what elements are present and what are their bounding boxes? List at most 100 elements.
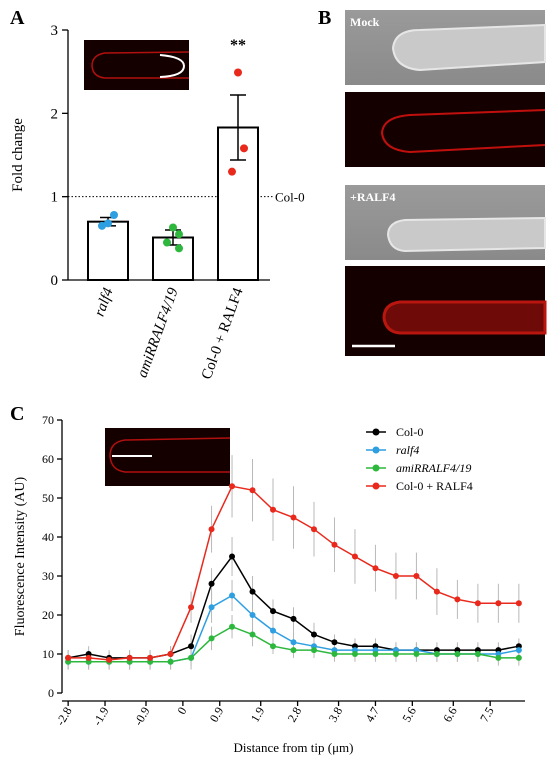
panel-b: Mock +RALF4 B bbox=[318, 7, 547, 356]
y-tick-label: 1 bbox=[51, 190, 59, 206]
legend-label: Col-0 + RALF4 bbox=[396, 479, 473, 493]
legend-marker bbox=[372, 482, 380, 490]
data-point bbox=[392, 651, 399, 657]
data-point bbox=[331, 639, 338, 646]
data-point bbox=[351, 651, 358, 657]
y-tick-label: 40 bbox=[42, 530, 54, 544]
x-tick-label: -1.9 bbox=[90, 705, 112, 728]
data-point bbox=[310, 631, 317, 638]
data-point bbox=[167, 658, 174, 665]
data-point bbox=[229, 553, 236, 560]
x-tick-label: 7.5 bbox=[477, 705, 497, 725]
legend-label: amiRRALF4/19 bbox=[396, 461, 471, 475]
x-tick-label: -0.9 bbox=[131, 705, 153, 728]
data-point bbox=[104, 219, 112, 228]
data-point bbox=[188, 643, 195, 650]
data-point bbox=[515, 654, 522, 661]
data-point bbox=[270, 506, 277, 513]
data-point bbox=[163, 238, 171, 247]
data-point bbox=[249, 487, 256, 494]
data-point bbox=[126, 654, 133, 661]
data-point bbox=[372, 651, 379, 657]
x-tick-label: 0 bbox=[174, 705, 189, 717]
data-point bbox=[147, 654, 154, 661]
data-point bbox=[474, 600, 481, 607]
data-point bbox=[270, 643, 277, 650]
legend-label: ralf4 bbox=[396, 443, 419, 457]
legend-marker bbox=[372, 446, 380, 454]
x-tick-label: 3.8 bbox=[326, 705, 346, 725]
y-tick-label: 60 bbox=[42, 452, 54, 466]
data-point bbox=[234, 68, 242, 77]
data-point bbox=[290, 647, 297, 654]
y-axis-label: Fold change bbox=[10, 118, 26, 192]
data-point bbox=[433, 651, 440, 657]
data-point bbox=[240, 144, 248, 153]
data-point bbox=[110, 211, 118, 219]
image-label: +RALF4 bbox=[350, 190, 396, 204]
data-point bbox=[290, 639, 297, 646]
y-tick-label: 10 bbox=[42, 647, 54, 661]
pollen-tube bbox=[386, 216, 546, 253]
data-point bbox=[249, 631, 256, 638]
data-point bbox=[474, 651, 481, 657]
data-point bbox=[495, 654, 502, 661]
data-point bbox=[515, 647, 522, 654]
inset-c bbox=[105, 428, 231, 486]
significance: ** bbox=[230, 37, 246, 54]
data-point bbox=[208, 604, 215, 611]
data-point bbox=[331, 541, 338, 548]
y-tick-label: 3 bbox=[51, 23, 59, 39]
data-point bbox=[515, 600, 522, 607]
data-point bbox=[188, 654, 195, 661]
data-point bbox=[169, 223, 177, 232]
data-point bbox=[85, 654, 92, 661]
data-point bbox=[310, 526, 317, 533]
data-point bbox=[175, 230, 183, 239]
data-point bbox=[433, 588, 440, 595]
pollen-tube-signal bbox=[382, 300, 547, 335]
y-tick-label: 2 bbox=[51, 106, 59, 122]
bar bbox=[87, 220, 129, 282]
data-point bbox=[208, 635, 215, 642]
y-tick-label: 20 bbox=[42, 608, 54, 622]
data-point bbox=[106, 656, 113, 663]
x-tick-label: 6.6 bbox=[440, 705, 460, 725]
fluorescence-image bbox=[345, 92, 545, 167]
data-point bbox=[392, 573, 399, 579]
data-point bbox=[413, 651, 420, 657]
reference-label: Col-0 bbox=[275, 190, 305, 205]
x-tick-label: -2.8 bbox=[53, 705, 75, 728]
data-point bbox=[229, 623, 236, 630]
pollen-tube-signal bbox=[380, 109, 546, 154]
x-tick-label: 4.7 bbox=[362, 705, 382, 725]
x-tick-label: Col-0 + RALF4 bbox=[199, 285, 247, 381]
data-point bbox=[270, 627, 277, 634]
panel-letter: C bbox=[10, 403, 24, 425]
data-point bbox=[208, 580, 215, 587]
legend-label: Col-0 bbox=[396, 425, 423, 439]
data-point bbox=[229, 592, 236, 599]
x-tick-label: 0.9 bbox=[207, 705, 227, 725]
panel-letter: A bbox=[10, 7, 25, 29]
data-point bbox=[188, 604, 195, 611]
data-point bbox=[290, 514, 297, 521]
data-point bbox=[249, 588, 256, 595]
x-tick-label: 2.8 bbox=[285, 705, 305, 725]
data-point bbox=[249, 612, 256, 618]
data-point bbox=[290, 615, 297, 622]
data-point bbox=[65, 654, 72, 661]
x-axis-label: Distance from tip (μm) bbox=[234, 740, 354, 755]
x-tick-label: 1.9 bbox=[248, 705, 268, 725]
y-tick-label: 50 bbox=[42, 491, 54, 505]
data-point bbox=[167, 651, 174, 657]
y-tick-label: 70 bbox=[42, 413, 54, 427]
inset-a bbox=[84, 40, 190, 90]
y-tick-label: 30 bbox=[42, 569, 54, 583]
data-point bbox=[228, 167, 236, 176]
data-point bbox=[454, 596, 461, 603]
data-point bbox=[98, 221, 106, 230]
data-point bbox=[372, 565, 379, 572]
data-point bbox=[310, 647, 317, 654]
